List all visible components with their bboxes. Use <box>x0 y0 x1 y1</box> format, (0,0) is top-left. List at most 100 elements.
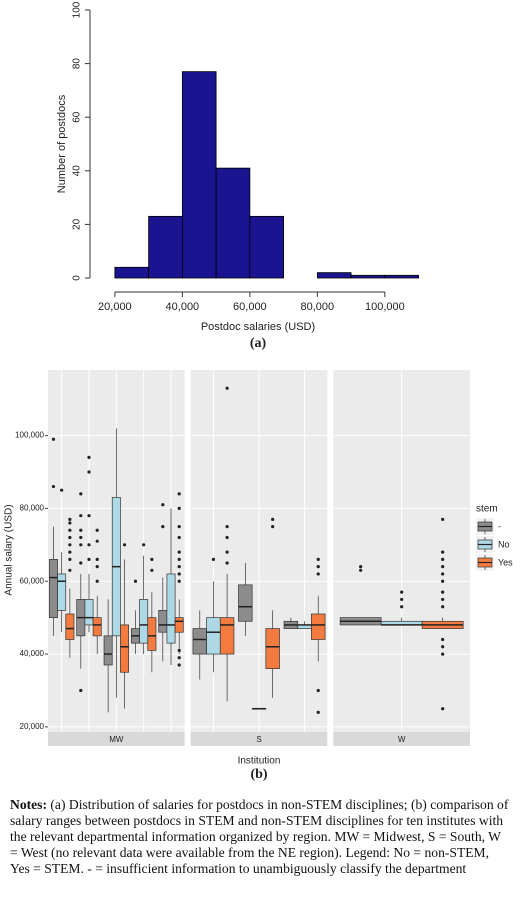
outlier <box>68 557 72 561</box>
outlier <box>122 543 127 547</box>
outlier <box>177 579 181 583</box>
x-axis-title: Institution <box>238 756 281 767</box>
outlier <box>68 543 72 547</box>
y-tick-label: 80 <box>72 58 83 70</box>
box <box>84 599 94 626</box>
outlier <box>316 688 320 693</box>
outlier <box>225 535 229 540</box>
outlier <box>225 386 229 390</box>
outlier <box>316 557 320 561</box>
outlier <box>177 492 181 496</box>
outlier <box>79 492 83 496</box>
outlier <box>177 557 181 561</box>
x-tick-label: 20,000 <box>98 301 132 313</box>
outlier <box>79 535 83 540</box>
strip-label: S <box>256 735 261 744</box>
box <box>103 635 113 666</box>
x-axis-title: Postdoc salaries (USD) <box>201 321 315 333</box>
outlier <box>68 528 72 532</box>
outlier <box>400 605 404 609</box>
outlier <box>87 543 91 547</box>
bar <box>215 167 251 279</box>
bar <box>114 266 150 279</box>
outlier <box>150 568 154 572</box>
box <box>120 624 129 673</box>
outlier <box>95 557 99 561</box>
strip <box>190 732 328 746</box>
bar <box>181 71 217 279</box>
outlier <box>68 568 72 572</box>
box <box>238 584 253 622</box>
outlier <box>95 579 99 583</box>
outlier <box>95 539 99 543</box>
box <box>158 610 168 633</box>
outlier <box>400 590 404 594</box>
strip <box>48 732 185 746</box>
strip <box>333 732 470 746</box>
outlier <box>271 524 275 529</box>
box <box>206 617 221 655</box>
legend-label: No <box>498 539 510 549</box>
outlier <box>161 503 165 507</box>
strip-label: W <box>398 735 406 744</box>
y-tick-label: 40 <box>72 165 83 177</box>
y-tick-label: 60 <box>72 111 83 123</box>
outlier <box>79 561 83 565</box>
outlier <box>177 550 181 554</box>
box <box>147 617 157 651</box>
outlier <box>161 524 165 529</box>
box <box>49 559 58 618</box>
bar <box>384 274 420 279</box>
outlier <box>177 506 181 510</box>
outlier <box>271 517 275 521</box>
bar <box>249 215 285 279</box>
y-tick-label: 80,000 <box>20 503 45 512</box>
outlier <box>441 637 445 642</box>
outlier <box>133 579 138 583</box>
box <box>219 617 235 655</box>
outlier <box>177 565 181 569</box>
y-axis-title: Annual salary (USD) <box>4 504 15 595</box>
box <box>192 628 207 655</box>
outlier <box>68 550 72 554</box>
outlier <box>441 605 445 609</box>
outlier <box>441 579 445 583</box>
caption: (b) <box>250 767 267 782</box>
outlier <box>441 517 445 521</box>
box <box>139 599 149 644</box>
x-tick-label: 40,000 <box>166 301 200 313</box>
y-tick-label: 20 <box>72 218 83 230</box>
outlier <box>95 528 99 532</box>
outlier <box>68 521 72 525</box>
outlier <box>316 572 320 576</box>
outlier <box>142 543 146 547</box>
outlier <box>60 488 64 492</box>
outlier <box>316 710 320 714</box>
notes-text: (a) Distribution of salaries for postdoc… <box>10 797 509 876</box>
outlier <box>177 648 181 653</box>
box <box>311 613 326 640</box>
outlier <box>177 572 181 576</box>
outlier <box>441 645 445 649</box>
outlier <box>225 561 229 565</box>
outlier <box>225 550 229 554</box>
outlier <box>177 663 181 667</box>
bar <box>148 215 183 279</box>
y-tick-label: 60,000 <box>20 576 45 585</box>
outlier <box>87 557 91 561</box>
notes: Notes: (a) Distribution of salaries for … <box>10 797 510 877</box>
outlier <box>68 535 72 540</box>
outlier <box>441 550 445 554</box>
outlier <box>51 437 56 441</box>
outlier <box>87 470 91 474</box>
outlier <box>441 590 445 594</box>
legend-title: stem <box>476 504 498 515</box>
y-tick-label: 0 <box>72 275 83 281</box>
charts: Postdoc salaries (USD) Number of postdoc… <box>4 1 514 782</box>
box <box>166 573 176 644</box>
box <box>65 613 75 640</box>
legend-label: Yes <box>498 557 513 567</box>
outlier <box>316 565 320 569</box>
outlier <box>51 484 56 489</box>
y-tick-label: 20,000 <box>20 722 45 731</box>
